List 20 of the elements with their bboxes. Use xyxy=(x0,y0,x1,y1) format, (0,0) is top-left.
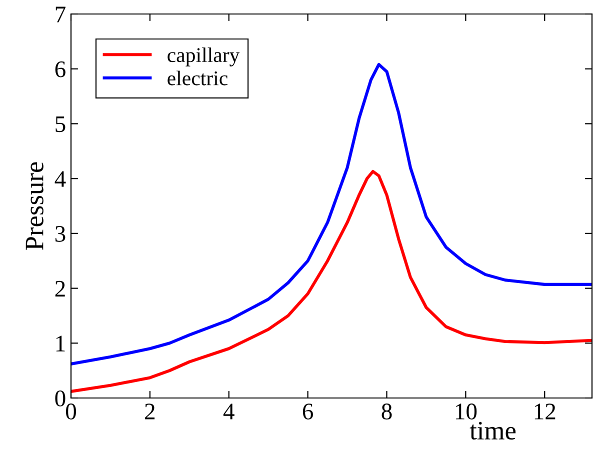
line-series xyxy=(71,170,592,393)
y-tick-label: 4 xyxy=(54,171,66,187)
y-tick-label: 1 xyxy=(56,336,65,352)
x-axis-title: time xyxy=(470,422,516,440)
y-tick-label: 0 xyxy=(55,390,66,406)
x-tick-label: 12 xyxy=(534,404,556,420)
x-tick-label: 10 xyxy=(456,404,477,420)
x-tick-label: 0 xyxy=(66,404,76,420)
x-tick-label: 8 xyxy=(382,404,392,420)
y-tick-label: 5 xyxy=(56,116,66,132)
y-tick-label: 2 xyxy=(55,280,65,296)
x-tick-label: 4 xyxy=(223,404,234,420)
legend-label: capillary xyxy=(168,47,240,66)
y-axis-title: Pressure xyxy=(26,162,44,250)
y-tick-label: 7 xyxy=(56,6,66,22)
y-tick-label: 6 xyxy=(55,61,66,78)
y-tick-label: 3 xyxy=(55,226,66,242)
legend-label: electric xyxy=(168,70,228,86)
x-tick-label: 2 xyxy=(145,404,155,420)
x-tick-label: 6 xyxy=(302,404,314,420)
